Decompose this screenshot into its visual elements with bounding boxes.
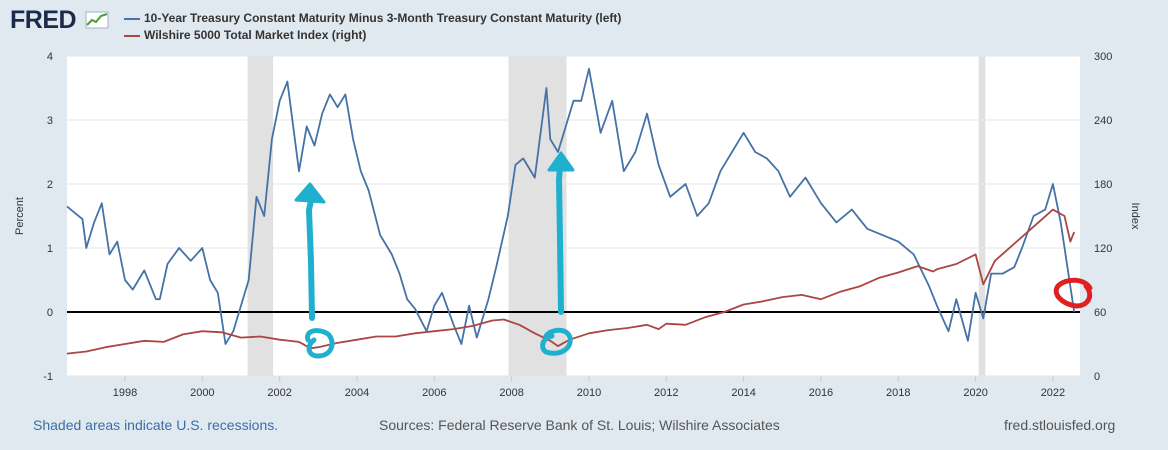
annotation-circle-2022 [1053, 277, 1093, 309]
x-tick-label: 2016 [809, 387, 833, 399]
annotation-arrowhead-2009 [547, 151, 575, 172]
series-line-spread [66, 67, 1076, 345]
recession-band-0 [247, 56, 274, 376]
y-tick-label-left: 1 [47, 243, 53, 255]
x-tick-label: 2004 [345, 387, 369, 399]
annotation-arrow-2002 [305, 193, 315, 321]
y-tick-label-right: 300 [1094, 51, 1112, 63]
recession-note: Shaded areas indicate U.S. recessions. [33, 417, 279, 433]
logo-text: FRED [10, 6, 77, 34]
x-tick-label: 2000 [190, 387, 214, 399]
y-tick-label-right: 180 [1094, 179, 1112, 191]
line-chart-icon [85, 11, 109, 29]
x-tick-label: 2002 [267, 387, 291, 399]
x-tick-label: 1998 [113, 387, 137, 399]
annotation-circle-2002 [305, 328, 335, 359]
x-tick-label: 2020 [963, 387, 987, 399]
x-tick-label: 2018 [886, 387, 910, 399]
sources-text: Sources: Federal Reserve Bank of St. Lou… [379, 417, 780, 433]
x-tick-label: 2022 [1041, 387, 1065, 399]
legend-swatch-spread [124, 17, 140, 20]
y-tick-label-right: 0 [1094, 371, 1100, 383]
legend-swatch-wilshire [124, 34, 140, 37]
y-tick-label-left: -1 [43, 371, 53, 383]
x-tick-label: 2006 [422, 387, 446, 399]
x-tick-label: 2008 [499, 387, 523, 399]
annotation-arrowhead-2002 [294, 182, 326, 204]
y-tick-label-left: 2 [47, 179, 53, 191]
series-line-wilshire [66, 208, 1076, 355]
y-tick-label-left: 0 [47, 307, 53, 319]
y-tick-label-right: 60 [1094, 307, 1106, 319]
fred-logo[interactable]: FRED [10, 6, 109, 35]
x-tick-label: 2012 [654, 387, 678, 399]
legend-item-spread[interactable]: 10-Year Treasury Constant Maturity Minus… [124, 10, 621, 27]
y-tick-label-right: 240 [1094, 115, 1112, 127]
chart-legend: 10-Year Treasury Constant Maturity Minus… [124, 10, 621, 44]
annotation-circle-2009 [540, 327, 573, 356]
annotation-arrow-2009 [555, 163, 564, 315]
recession-band-2 [978, 56, 986, 376]
y-tick-label-right: 120 [1094, 243, 1112, 255]
legend-label-wilshire: Wilshire 5000 Total Market Index (right) [144, 28, 367, 42]
header: FRED 10-Year Treasury Constant Maturity … [0, 0, 1168, 50]
legend-item-wilshire[interactable]: Wilshire 5000 Total Market Index (right) [124, 27, 621, 44]
plot-area [67, 56, 1080, 376]
y-axis-label-left: Percent [14, 197, 26, 235]
x-tick-label: 2014 [731, 387, 755, 399]
y-tick-label-left: 4 [47, 51, 53, 63]
y-axis-label-right: Index [1129, 203, 1141, 230]
x-tick-label: 2010 [577, 387, 601, 399]
legend-label-spread: 10-Year Treasury Constant Maturity Minus… [144, 11, 622, 25]
y-tick-label-left: 3 [47, 115, 53, 127]
site-link[interactable]: fred.stlouisfed.org [1004, 417, 1116, 433]
